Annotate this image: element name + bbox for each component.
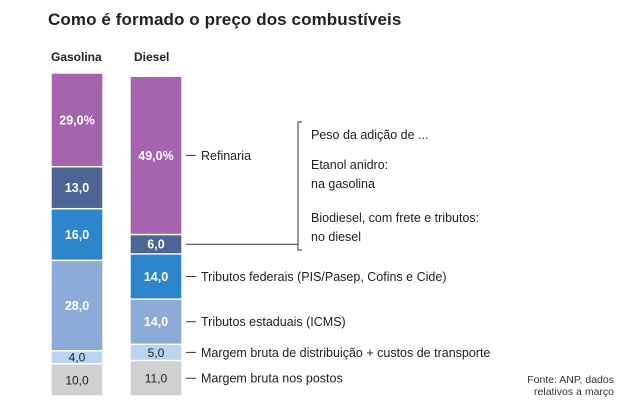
legend-label-estaduais: Tributos estaduais (ICMS) (201, 315, 346, 329)
data-label-federais-diesel: 14,0 (144, 270, 168, 284)
bar-segment-estaduais-gasolina (50, 259, 104, 352)
bar-segment-refinaria-gasolina (50, 72, 104, 168)
data-label-federais-gasolina: 16,0 (65, 228, 89, 242)
annotation-biodiesel-line2: no diesel (311, 230, 361, 244)
column-header-diesel: Diesel (134, 50, 170, 64)
legend-label-refinaria: Refinaria (201, 149, 251, 163)
data-label-etanol-gasolina: 13,0 (65, 181, 89, 195)
annotation-etanol-line2: na gasolina (311, 177, 375, 191)
bar-segment-refinaria-diesel (129, 75, 183, 236)
column-header-gasolina: Gasolina (51, 50, 102, 64)
data-label-refinaria-diesel: 49,0% (138, 149, 173, 163)
legend-label-postos: Margem bruta nos postos (201, 372, 343, 386)
legend-label-distribuicao: Margem bruta de distribuição + custos de… (201, 346, 490, 360)
annotation-biodiesel-line1: Biodiesel, com frete e tributos: (311, 211, 479, 225)
annotation-etanol-line1: Etanol anidro: (311, 158, 388, 172)
data-label-biodiesel-diesel: 6,0 (147, 238, 164, 252)
bar-segment-postos-gasolina (50, 363, 104, 397)
data-label-postos-gasolina: 10,0 (65, 373, 89, 387)
annotation-heading: Peso da adição de ... (311, 128, 428, 142)
data-label-estaduais-gasolina: 28,0 (65, 299, 89, 313)
data-label-distribuicao-diesel: 5,0 (148, 346, 165, 360)
source-note: Fonte: ANP, dados relativos a março (527, 374, 614, 398)
annotation-bracket (297, 121, 302, 251)
data-label-postos-diesel: 11,0 (145, 372, 168, 386)
data-label-estaduais-diesel: 14,0 (144, 315, 168, 329)
chart-title: Como é formado o preço dos combustíveis (48, 10, 402, 29)
legend-label-federais: Tributos federais (PIS/Pasep, Cofins e C… (201, 270, 446, 284)
bar-segment-federais-gasolina (50, 207, 104, 262)
data-label-refinaria-gasolina: 29,0% (59, 113, 94, 127)
data-label-distribuicao-gasolina: 4,0 (69, 351, 86, 365)
